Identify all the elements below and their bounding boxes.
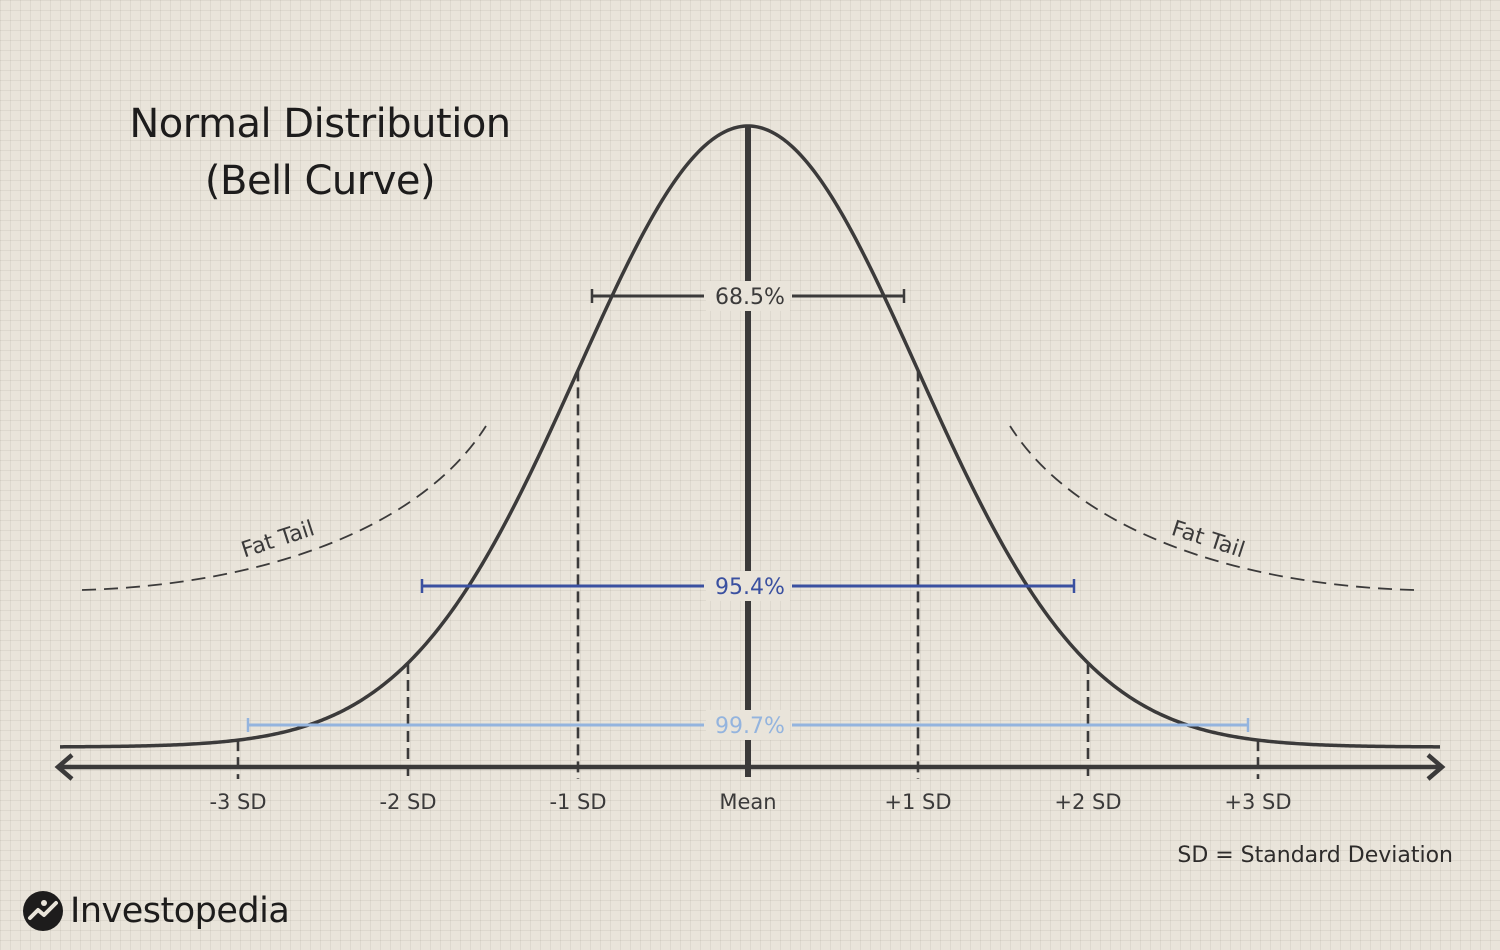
x-axis-arrow-left (54, 753, 74, 781)
range-label: 95.4% (715, 575, 785, 600)
x-tick-label: -3 SD (209, 790, 266, 814)
range-bracket: 99.7% (246, 710, 1250, 740)
range-label-bg (706, 281, 790, 311)
fat-tail-right-label: Fat Tail (1168, 516, 1247, 563)
range-bracket: 95.4% (420, 571, 1076, 601)
x-axis (54, 753, 1446, 781)
x-axis-arrow-right (1426, 753, 1446, 781)
fat-tail-left-curve (81, 425, 487, 591)
chart-title-line-2: (Bell Curve) (204, 158, 436, 204)
range-label: 68.5% (715, 285, 785, 310)
investopedia-logo-icon (23, 891, 63, 931)
range-bracket: 68.5% (590, 281, 906, 311)
range-brackets: 68.5% 95.4% 99.7% (246, 281, 1250, 740)
sd-dashed-lines (236, 370, 1260, 779)
sd-footnote: SD = Standard Deviation (1177, 843, 1453, 868)
x-tick-labels: -3 SD -2 SD -1 SD Mean +1 SD +2 SD +3 SD (209, 790, 1291, 814)
range-label-bg (706, 571, 790, 601)
range-label-bg (706, 710, 790, 740)
fat-tail-right-curve (1009, 425, 1415, 591)
range-label: 99.7% (715, 714, 785, 739)
x-tick-label: -2 SD (379, 790, 436, 814)
investopedia-logo: Investopedia (22, 884, 290, 938)
brand-name: Investopedia (70, 891, 290, 931)
fat-tail-left-label: Fat Tail (238, 516, 317, 563)
chart-title: Normal Distribution (Bell Curve) (100, 96, 540, 210)
x-tick-label: -1 SD (549, 790, 606, 814)
chart-title-line-1: Normal Distribution (129, 101, 511, 147)
x-tick-label: Mean (719, 790, 776, 814)
x-tick-label: +2 SD (1054, 790, 1121, 814)
fat-tail-curves (81, 425, 1415, 591)
x-tick-label: +1 SD (884, 790, 951, 814)
x-tick-label: +3 SD (1224, 790, 1291, 814)
